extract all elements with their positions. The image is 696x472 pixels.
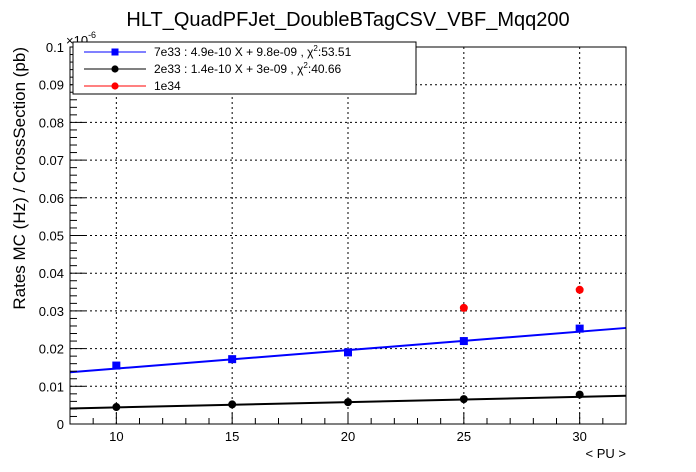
data-point-series-2: [575, 285, 584, 294]
data-point-series-0: [228, 355, 237, 364]
data-point-series-2: [459, 303, 468, 312]
y-tick-label: 0.03: [39, 304, 64, 319]
data-point-series-0: [344, 348, 352, 357]
legend-label-7e33-sup: 2: [313, 44, 318, 53]
data-point-series-0: [459, 337, 468, 346]
y-tick-label: 0.04: [39, 266, 64, 281]
chart-title: HLT_QuadPFJet_DoubleBTagCSV_VBF_Mqq200: [126, 9, 569, 31]
x-axis-label: < PU >: [586, 446, 626, 461]
y-multiplier-exponent: -6: [88, 30, 96, 40]
data-point-series-1: [344, 398, 352, 407]
data-point-series-1: [459, 395, 468, 404]
legend-label-1e34: 1e34: [154, 79, 181, 93]
legend-entry-1e34: 1e34: [84, 79, 181, 93]
legend-entry-2e33: 2e33 : 1.4e-10 X + 3e-09 , χ2:40.66: [84, 61, 342, 76]
legend-entry-7e33: 7e33 : 4.9e-10 X + 9.8e-09 , χ2:53.51: [84, 44, 352, 59]
x-tick-label: 15: [225, 429, 239, 444]
x-tick-label: 25: [457, 429, 471, 444]
legend-marker-1e34: [111, 82, 119, 90]
y-tick-label: 0.09: [39, 78, 64, 93]
data-point-series-1: [575, 390, 584, 399]
legend-label-7e33-main: 7e33 : 4.9e-10 X + 9.8e-09 , χ: [154, 45, 314, 59]
y-tick-labels: 0 0.01 0.02 0.03 0.04 0.05 0.06 0.07 0.08 0.09 0.1: [39, 40, 64, 432]
legend-marker-7e33: [111, 48, 119, 56]
data-point-series-1: [112, 403, 121, 412]
y-tick-label: 0: [57, 417, 64, 432]
axis-ticks: [69, 46, 627, 425]
x-tick-labels: 10 15 20 25 30: [109, 429, 587, 444]
legend-marker-2e33: [111, 65, 119, 73]
data-markers: [112, 285, 584, 412]
data-point-series-1: [228, 400, 237, 409]
x-tick-label: 10: [109, 429, 123, 444]
legend-label-7e33-tail: :53.51: [318, 45, 352, 59]
data-point-series-0: [112, 361, 121, 370]
legend-label-2e33-main: 2e33 : 1.4e-10 X + 3e-09 , χ: [154, 62, 304, 76]
legend-label-2e33: 2e33 : 1.4e-10 X + 3e-09 , χ2:40.66: [154, 61, 342, 76]
y-tick-label: 0.06: [39, 191, 64, 206]
legend-label-2e33-sup: 2: [303, 61, 308, 70]
y-tick-label: 0.07: [39, 153, 64, 168]
x-tick-label: 30: [572, 429, 586, 444]
y-tick-label: 0.01: [39, 379, 64, 394]
y-tick-label: 0.02: [39, 342, 64, 357]
grid-lines: [70, 47, 626, 424]
legend-box: [72, 41, 417, 95]
y-tick-label: 0.08: [39, 115, 64, 130]
x-tick-label: 20: [341, 429, 355, 444]
y-tick-label: 0.05: [39, 229, 64, 244]
data-point-series-0: [575, 324, 584, 333]
legend-label-7e33: 7e33 : 4.9e-10 X + 9.8e-09 , χ2:53.51: [154, 44, 352, 59]
legend: 7e33 : 4.9e-10 X + 9.8e-09 , χ2:53.51 2e…: [72, 41, 417, 95]
y-tick-label: 0.1: [46, 40, 64, 55]
legend-label-2e33-tail: :40.66: [308, 62, 342, 76]
y-axis-label: Rates MC (Hz) / CrossSection (pb): [10, 47, 29, 310]
